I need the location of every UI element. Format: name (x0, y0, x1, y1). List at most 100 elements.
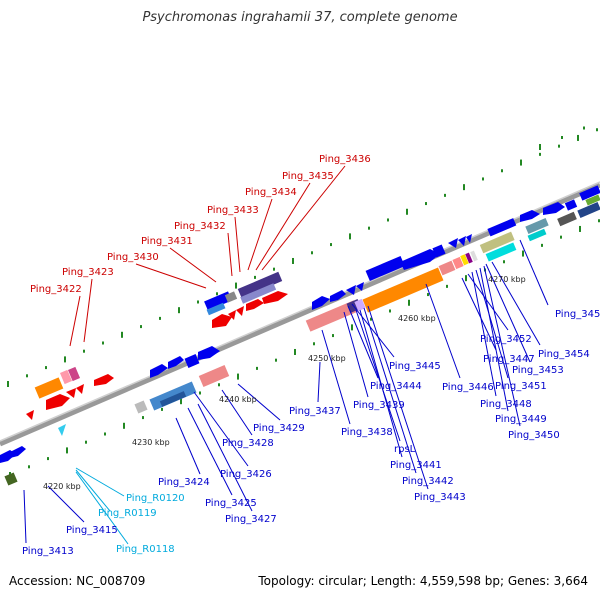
gene-block (212, 314, 232, 328)
label-connector (485, 263, 531, 363)
tick-mark (178, 307, 180, 314)
gene-label[interactable]: Ping_3425 (205, 498, 257, 509)
label-connector (425, 283, 461, 379)
gene-label[interactable]: Ping_3444 (370, 381, 422, 392)
gene-block (543, 202, 565, 215)
gene-label[interactable]: Ping_3436 (319, 154, 371, 165)
gene-block (458, 236, 466, 246)
gene-block (46, 394, 70, 410)
gene-labels-red: Ping_3436 Ping_3435 Ping_3434 Ping_3433 … (30, 154, 371, 295)
label-connector (317, 361, 321, 403)
gene-label[interactable]: Ping_3432 (174, 221, 226, 232)
tick-mark (560, 235, 562, 239)
gene-label[interactable]: Ping_3447 (483, 354, 535, 365)
gene-label[interactable]: Ping_3433 (207, 205, 259, 216)
label-connector (234, 216, 241, 273)
gene-label[interactable]: Ping_3431 (141, 236, 193, 247)
gene-label[interactable]: Ping_3441 (390, 460, 442, 471)
kbp-label: 4230 kbp (132, 438, 170, 447)
tick-mark (349, 233, 351, 240)
tick-mark (159, 316, 161, 320)
tick-mark (235, 282, 237, 289)
gene-label[interactable]: Ping_3445 (389, 361, 441, 372)
gene-block (579, 185, 600, 201)
gene-label[interactable]: Ping_3413 (22, 546, 74, 557)
gene-label[interactable]: Ping_3449 (495, 414, 547, 425)
tick-mark (180, 398, 182, 405)
label-connector (221, 389, 253, 436)
tick-mark (26, 374, 28, 378)
gene-block (206, 302, 226, 316)
gene-label[interactable]: Ping_3426 (220, 469, 272, 480)
gene-label[interactable]: Ping_3415 (66, 525, 118, 536)
tick-mark (142, 416, 144, 420)
gene-label[interactable]: Ping_R0118 (116, 544, 175, 555)
gene-label[interactable]: Ping_3423 (62, 267, 114, 278)
gene-label[interactable]: Ping_3448 (480, 399, 532, 410)
tick-mark (140, 325, 142, 329)
label-connector (193, 391, 249, 467)
tick-mark (577, 134, 579, 141)
gene-label[interactable]: Ping_3456 (555, 309, 600, 320)
gene-label[interactable]: Ping_3434 (245, 187, 297, 198)
accession-text: Accession: NC_008709 (9, 574, 146, 588)
gene-block (184, 354, 200, 368)
gene-label[interactable]: Ping_3443 (414, 492, 466, 503)
tick-mark (292, 257, 294, 264)
tick-mark (351, 324, 353, 331)
gene-label[interactable]: Ping_3454 (538, 349, 590, 360)
label-connector (351, 303, 395, 358)
label-connector (187, 407, 233, 496)
gene-block (585, 194, 600, 206)
gene-label[interactable]: Ping_3452 (480, 334, 532, 345)
gene-label[interactable]: Ping_3439 (353, 400, 405, 411)
gene-label[interactable]: Ping_3442 (402, 476, 454, 487)
gene-label[interactable]: Ping_3422 (30, 284, 82, 295)
tick-mark (216, 292, 218, 296)
gene-label[interactable]: Ping_3429 (253, 423, 305, 434)
label-connector (169, 247, 217, 283)
tick-mark (539, 144, 541, 150)
tick-mark (121, 331, 123, 338)
gene-label[interactable]: Ping_3428 (222, 438, 274, 449)
gene-label[interactable]: Ping_3450 (508, 430, 560, 441)
label-connector (367, 305, 429, 490)
tick-mark (66, 447, 68, 454)
kbp-label: 4220 kbp (43, 482, 81, 491)
gene-label[interactable]: Ping_R0119 (98, 508, 157, 519)
tick-mark (83, 349, 85, 353)
kbp-label: 4270 kbp (488, 275, 526, 284)
tick-mark (558, 144, 560, 148)
gene-label[interactable]: Ping_R0120 (126, 493, 185, 504)
gene-block (330, 290, 346, 302)
tick-mark (596, 128, 598, 132)
tick-mark (199, 391, 201, 395)
kbp-label: 4250 kbp (308, 354, 346, 363)
gene-block (312, 296, 330, 310)
gene-block (400, 249, 440, 270)
tick-mark (368, 226, 370, 230)
gene-label[interactable]: Ping_3451 (495, 381, 547, 392)
map-title: Psychromonas ingrahamii 37, complete gen… (142, 10, 458, 25)
gene-label[interactable]: Ping_3430 (107, 252, 159, 263)
tick-mark (463, 184, 465, 191)
gene-label[interactable]: Ping_3453 (512, 365, 564, 376)
gene-labels-blue: Ping_3456 Ping_3452 Ping_3454 Ping_3453 … (22, 309, 600, 557)
gene-label[interactable]: Ping_3424 (158, 477, 210, 488)
gene-label[interactable]: Ping_3437 (289, 406, 341, 417)
gene-label[interactable]: rpsL (394, 444, 416, 455)
gene-label[interactable]: Ping_3446 (442, 382, 494, 393)
tick-mark (408, 299, 410, 306)
gene-label[interactable]: Ping_3435 (282, 171, 334, 182)
tick-mark (561, 136, 563, 140)
tick-mark (598, 219, 600, 223)
gene-label[interactable]: Ping_3438 (341, 427, 393, 438)
gene-block (76, 384, 84, 394)
gene-block (527, 228, 547, 242)
gene-label[interactable]: Ping_3427 (225, 514, 277, 525)
tick-mark (579, 225, 581, 232)
tick-mark (102, 341, 104, 345)
label-connector (75, 467, 125, 497)
tick-mark (313, 342, 315, 346)
gene-block (198, 346, 220, 360)
